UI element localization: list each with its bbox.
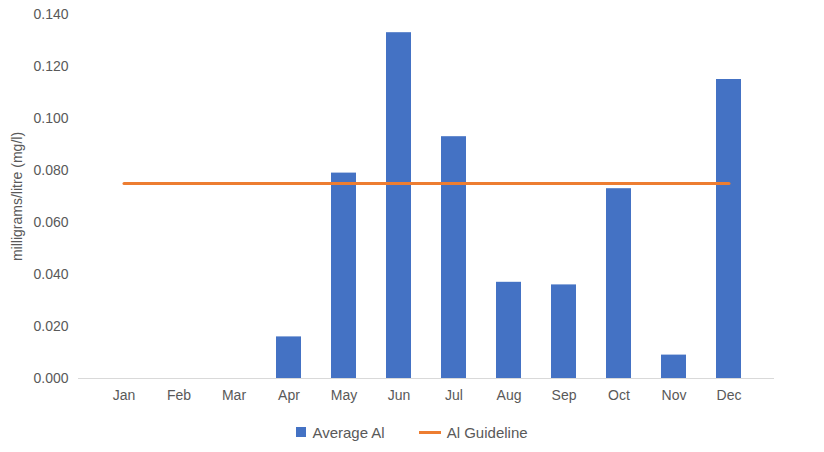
svg-text:Apr: Apr bbox=[278, 387, 300, 403]
svg-text:Jun: Jun bbox=[388, 387, 411, 403]
svg-text:0.020: 0.020 bbox=[33, 318, 68, 334]
svg-text:Jan: Jan bbox=[113, 387, 136, 403]
svg-text:Aug: Aug bbox=[497, 387, 522, 403]
svg-text:Dec: Dec bbox=[717, 387, 742, 403]
svg-text:0.040: 0.040 bbox=[33, 266, 68, 282]
svg-text:May: May bbox=[331, 387, 357, 403]
svg-text:0.080: 0.080 bbox=[33, 162, 68, 178]
html-text:Average Al: Average Al bbox=[312, 423, 385, 441]
svg-text:0.120: 0.120 bbox=[33, 58, 68, 74]
svg-text:Jul: Jul bbox=[445, 387, 463, 403]
svg-text:Oct: Oct bbox=[608, 387, 630, 403]
svg-text:Mar: Mar bbox=[222, 387, 246, 403]
svg-text:0.060: 0.060 bbox=[33, 214, 68, 230]
svg-text:0.000: 0.000 bbox=[33, 370, 68, 386]
svg-text:Sep: Sep bbox=[552, 387, 577, 403]
svg-text:0.100: 0.100 bbox=[33, 110, 68, 126]
svg-text:milligrams/litre (mg/l): milligrams/litre (mg/l) bbox=[9, 132, 25, 261]
html-text:Al Guideline: Al Guideline bbox=[446, 423, 528, 441]
svg-text:Feb: Feb bbox=[167, 387, 191, 403]
svg-text:Nov: Nov bbox=[662, 387, 687, 403]
svg-text:0.140: 0.140 bbox=[33, 6, 68, 22]
